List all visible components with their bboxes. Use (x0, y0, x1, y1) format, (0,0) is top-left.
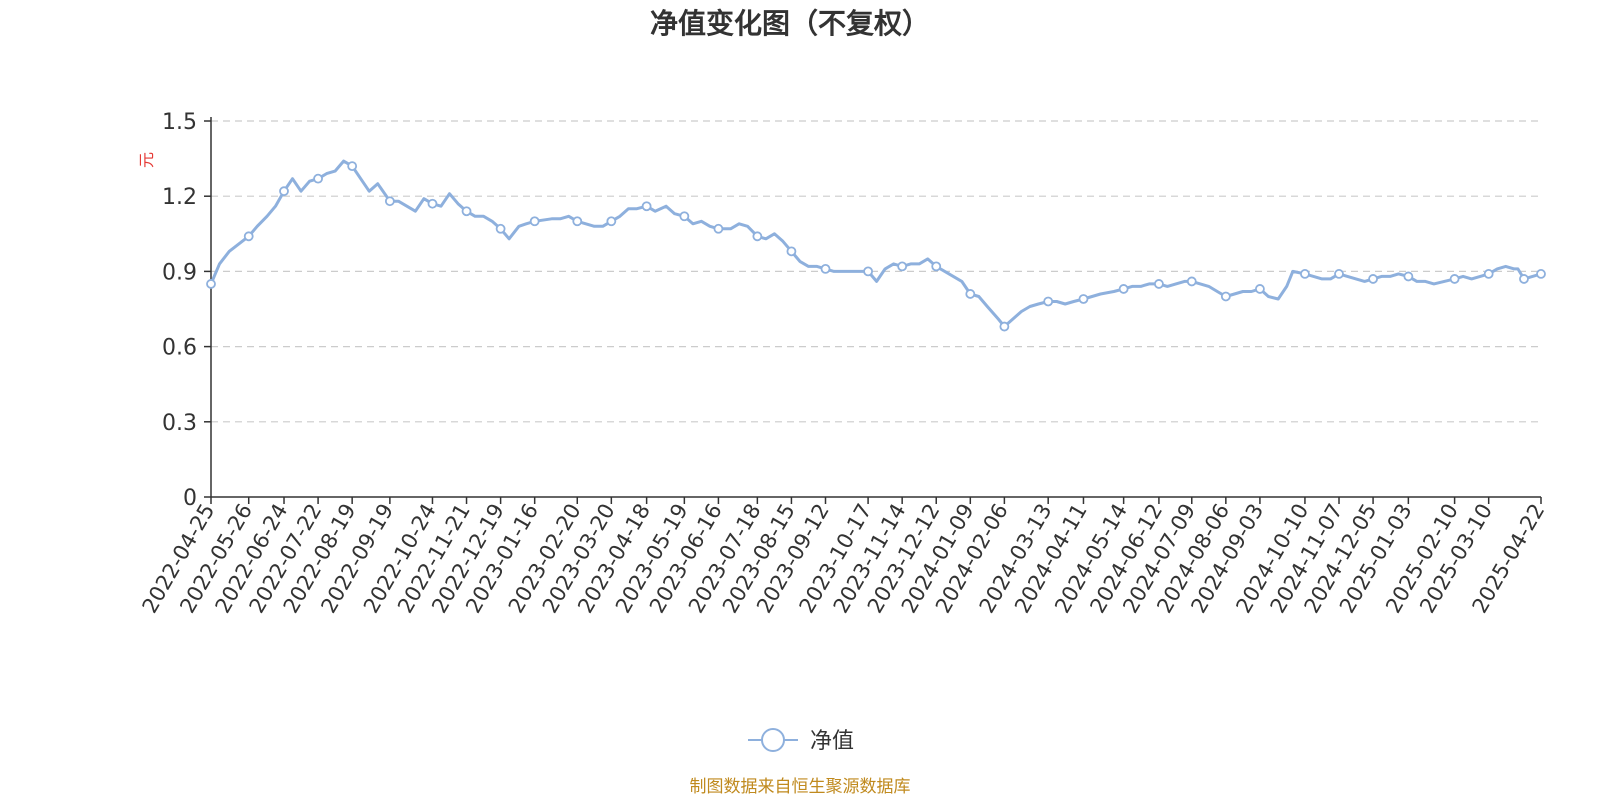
y-axis-ticks: 0 0.3 0.6 0.9 1.2 1.5 (162, 110, 211, 511)
y-tick-label: 0.9 (162, 260, 197, 285)
data-point (1118, 284, 1129, 294)
data-point (1154, 279, 1164, 289)
data-point (1483, 269, 1494, 279)
grid-lines (211, 120, 1541, 423)
data-point (1220, 291, 1231, 302)
data-point (1536, 269, 1546, 279)
axes (210, 117, 1541, 498)
y-tick-label: 0 (183, 486, 197, 511)
data-point (529, 216, 540, 227)
data-point (384, 196, 395, 207)
data-point (1255, 284, 1265, 294)
data-point (965, 289, 976, 299)
data-point (1078, 294, 1089, 304)
data-point (786, 246, 797, 257)
series-net-value (209, 159, 1543, 328)
data-point (1449, 274, 1460, 284)
data-point (427, 198, 438, 209)
data-point (347, 161, 358, 172)
legend-marker-swatch (761, 728, 785, 752)
series-markers (206, 161, 1546, 332)
data-point (999, 321, 1010, 332)
legend-label: 净值 (810, 729, 854, 754)
data-point (279, 186, 289, 197)
y-tick-label: 0.6 (162, 336, 197, 361)
y-tick-label: 1.5 (162, 110, 197, 135)
data-point (206, 279, 216, 289)
data-point (863, 266, 873, 277)
data-point (1519, 274, 1529, 284)
data-point (679, 211, 690, 222)
data-point (752, 231, 763, 242)
data-point (572, 216, 583, 227)
data-point (1186, 276, 1197, 287)
chart-title: 净值变化图（不复权） (650, 7, 930, 40)
data-point (713, 223, 724, 234)
data-point (1043, 296, 1054, 307)
data-point (461, 206, 472, 217)
data-point (820, 263, 831, 274)
data-point (897, 261, 908, 272)
data-point (243, 231, 254, 242)
y-axis-label: 元 (137, 152, 156, 168)
data-point (1403, 271, 1414, 282)
x-axis-ticks: 2022-04-252022-05-262022-06-242022-07-22… (138, 497, 1549, 617)
source-note: 制图数据来自恒生聚源数据库 (690, 777, 911, 797)
data-point (931, 261, 942, 272)
y-tick-label: 1.2 (162, 185, 197, 210)
data-point (1368, 274, 1378, 284)
data-point (1334, 269, 1344, 279)
data-point (606, 216, 617, 227)
legend[interactable]: 净值 (748, 728, 854, 754)
series-line-net-value (209, 159, 1543, 328)
data-point (495, 223, 506, 234)
data-point (1300, 269, 1310, 279)
data-point (641, 201, 652, 212)
data-point (313, 173, 323, 184)
y-tick-label: 0.3 (162, 411, 197, 436)
